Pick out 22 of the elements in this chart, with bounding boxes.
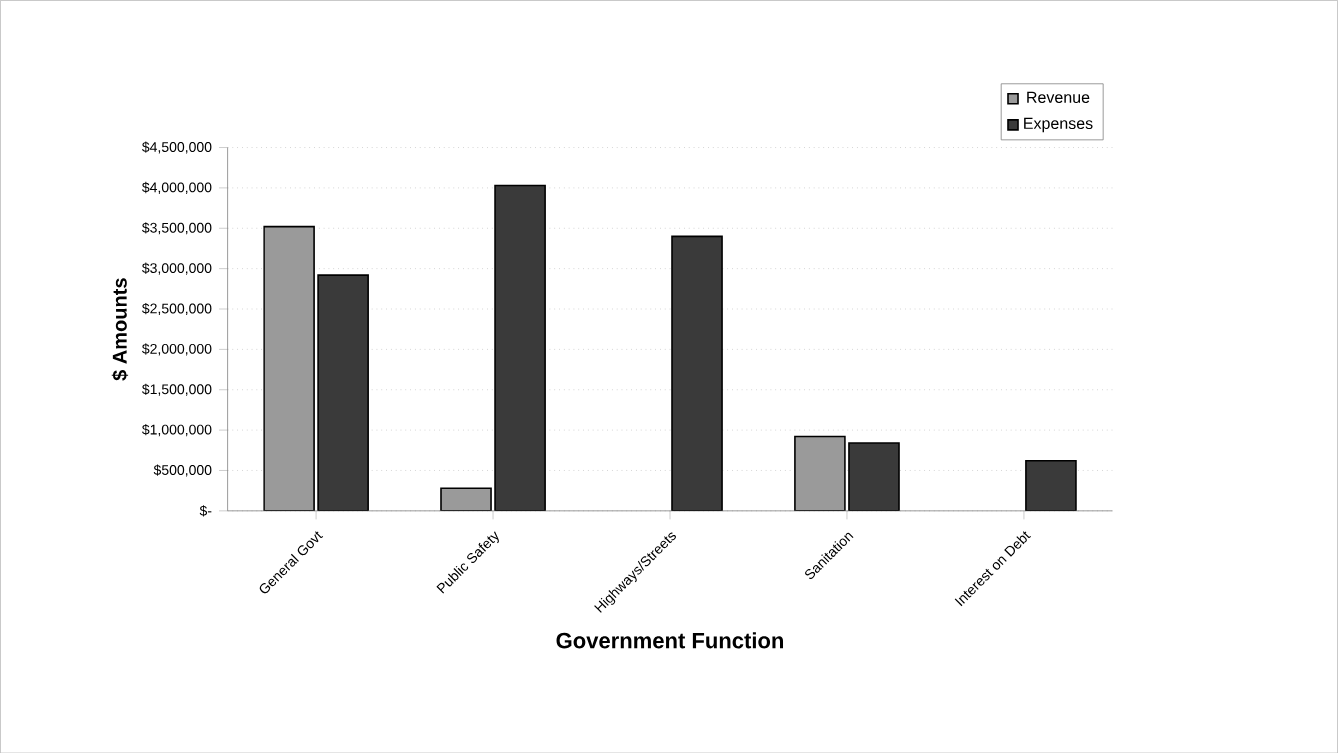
bar (494, 184, 546, 511)
bar (263, 225, 315, 511)
y-tick-label: $- (199, 504, 212, 517)
bar (317, 274, 369, 511)
y-tick-label: $3,000,000 (142, 262, 212, 275)
y-axis-title: $ Amounts (111, 278, 129, 381)
bar (440, 487, 492, 511)
legend-label: Expenses (1024, 117, 1093, 132)
y-tick-label: $2,000,000 (142, 343, 212, 356)
bar (848, 441, 900, 511)
y-tick-label: $1,500,000 (142, 383, 212, 396)
y-tick-label: $4,500,000 (142, 141, 212, 154)
y-tick-label: $4,000,000 (142, 181, 212, 194)
y-tick-label: $3,500,000 (142, 221, 212, 235)
x-axis-title: Government Function (556, 632, 784, 649)
bar (671, 235, 723, 511)
bar (794, 435, 846, 511)
y-tick-label: $1,000,000 (142, 423, 212, 436)
legend-label: Revenue (1027, 91, 1090, 103)
y-tick-label: $500,000 (153, 464, 212, 477)
bar (1025, 459, 1077, 511)
y-tick-label: $2,500,000 (142, 302, 212, 315)
